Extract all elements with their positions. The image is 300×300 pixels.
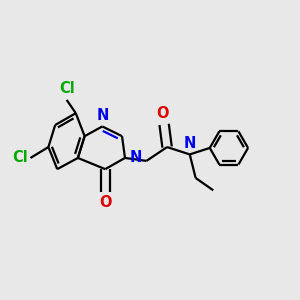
Text: Cl: Cl bbox=[12, 150, 28, 165]
Text: N: N bbox=[129, 150, 142, 165]
Text: O: O bbox=[99, 195, 112, 210]
Text: Cl: Cl bbox=[59, 81, 74, 96]
Text: O: O bbox=[156, 106, 169, 121]
Text: N: N bbox=[184, 136, 196, 151]
Text: N: N bbox=[97, 108, 109, 123]
